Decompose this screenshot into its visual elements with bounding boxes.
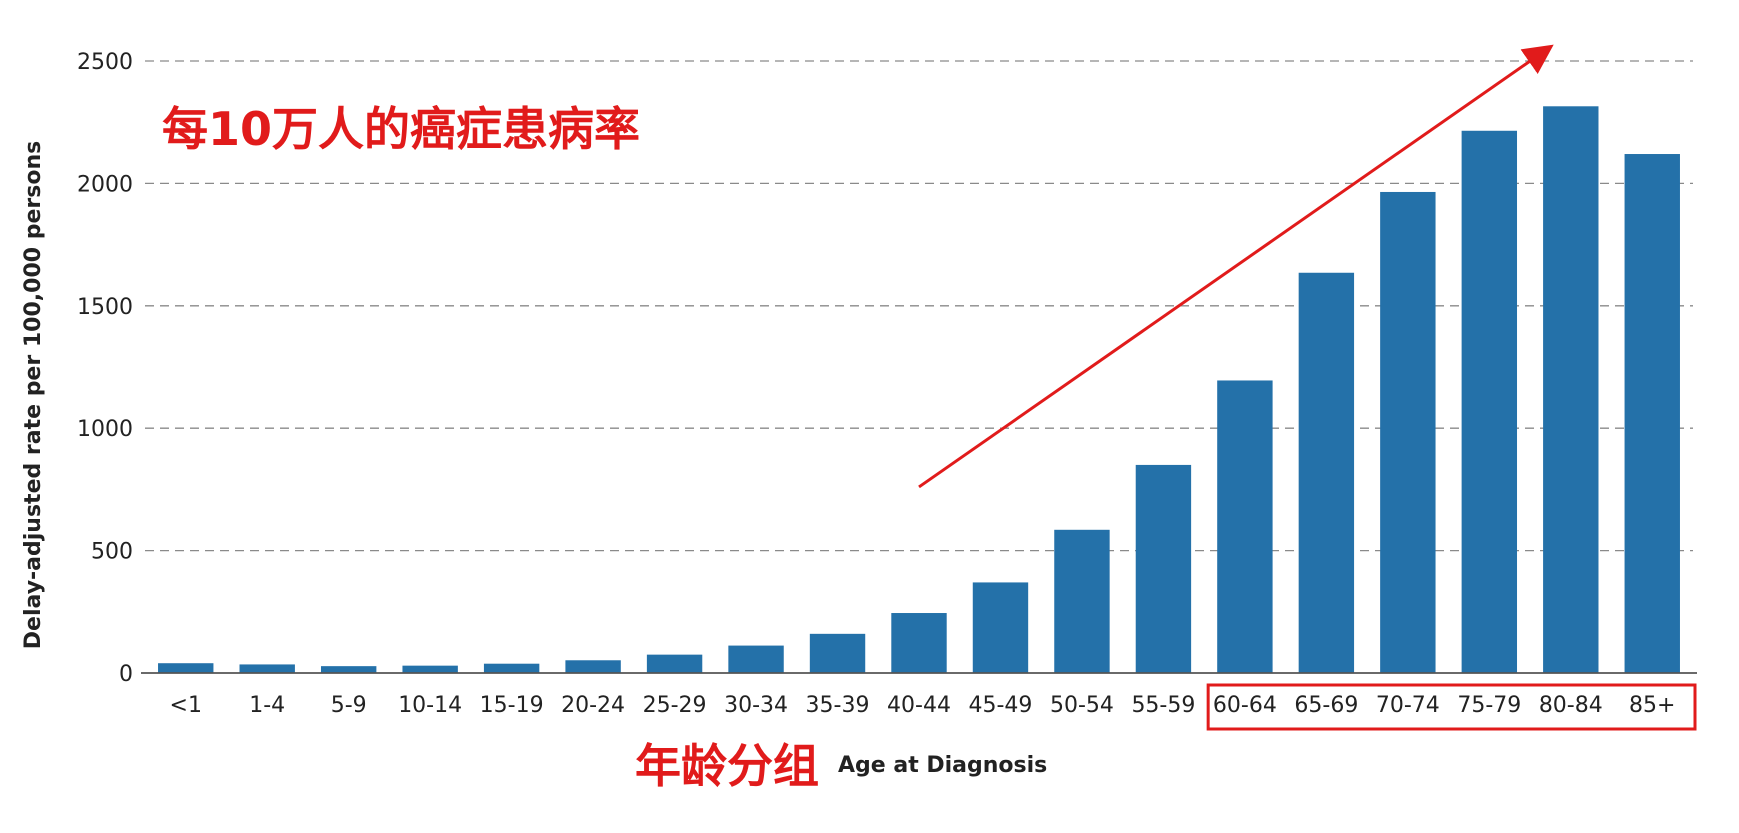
- bar: [728, 645, 784, 673]
- bar: [1543, 106, 1599, 673]
- bar: [646, 654, 703, 673]
- bar: [1217, 380, 1273, 673]
- x-axis-title: Age at Diagnosis: [838, 753, 1047, 778]
- highlight-box: [1206, 683, 1697, 731]
- x-tick-label: 85+: [1629, 693, 1675, 718]
- y-tick-label: 0: [119, 662, 133, 687]
- x-tick-label: <1: [170, 693, 202, 718]
- y-tick-label: 2000: [77, 172, 133, 197]
- bar: [320, 666, 377, 673]
- y-tick-label: 1500: [77, 295, 133, 320]
- bar: [402, 665, 458, 673]
- bar: [1461, 130, 1518, 673]
- bar: [1298, 272, 1355, 673]
- bar: [565, 660, 621, 673]
- x-tick-label: 45-49: [969, 693, 1033, 718]
- x-tick-label: 75-79: [1457, 693, 1521, 718]
- trend-arrow: [918, 44, 1554, 489]
- bar: [809, 633, 866, 673]
- bar: [1135, 464, 1192, 673]
- overlay-title: 每10万人的癌症患病率: [162, 102, 640, 156]
- x-tick-label: 55-59: [1131, 693, 1195, 718]
- x-axis-ticks: <1 1-4 5-9 10-14 15-19 20-24 25-29 30-34 35-39 40…: [170, 693, 1676, 718]
- x-tick-label: 1-4: [249, 693, 285, 718]
- x-tick-label: 30-34: [724, 693, 788, 718]
- bar: [1054, 529, 1110, 673]
- x-tick-label: 80-84: [1539, 693, 1603, 718]
- bar: [483, 663, 540, 673]
- bars: [158, 106, 1680, 674]
- x-tick-label: 20-24: [561, 693, 625, 718]
- x-tick-label: 5-9: [331, 693, 367, 718]
- x-tick-label: 60-64: [1213, 693, 1277, 718]
- y-tick-label: 2500: [77, 50, 133, 75]
- x-tick-label: 35-39: [806, 693, 870, 718]
- bar: [158, 663, 214, 673]
- bar: [891, 613, 947, 673]
- y-tick-label: 500: [91, 540, 133, 565]
- overlay-xlabel: 年龄分组: [635, 739, 819, 793]
- y-axis-title: Delay-adjusted rate per 100,000 persons: [21, 141, 46, 649]
- bar: [239, 664, 295, 673]
- y-tick-label: 1000: [77, 417, 133, 442]
- x-tick-label: 50-54: [1050, 693, 1114, 718]
- x-tick-label: 15-19: [480, 693, 544, 718]
- x-tick-label: 25-29: [643, 693, 707, 718]
- bar: [1624, 154, 1680, 674]
- bar: [1380, 191, 1436, 673]
- x-tick-label: 70-74: [1376, 693, 1440, 718]
- x-tick-label: 10-14: [398, 693, 462, 718]
- y-axis-ticks: 0 500 1000 1500 2000 2500: [77, 50, 133, 687]
- x-tick-label: 40-44: [887, 693, 951, 718]
- x-tick-label: 65-69: [1294, 693, 1358, 718]
- bar: [972, 582, 1029, 673]
